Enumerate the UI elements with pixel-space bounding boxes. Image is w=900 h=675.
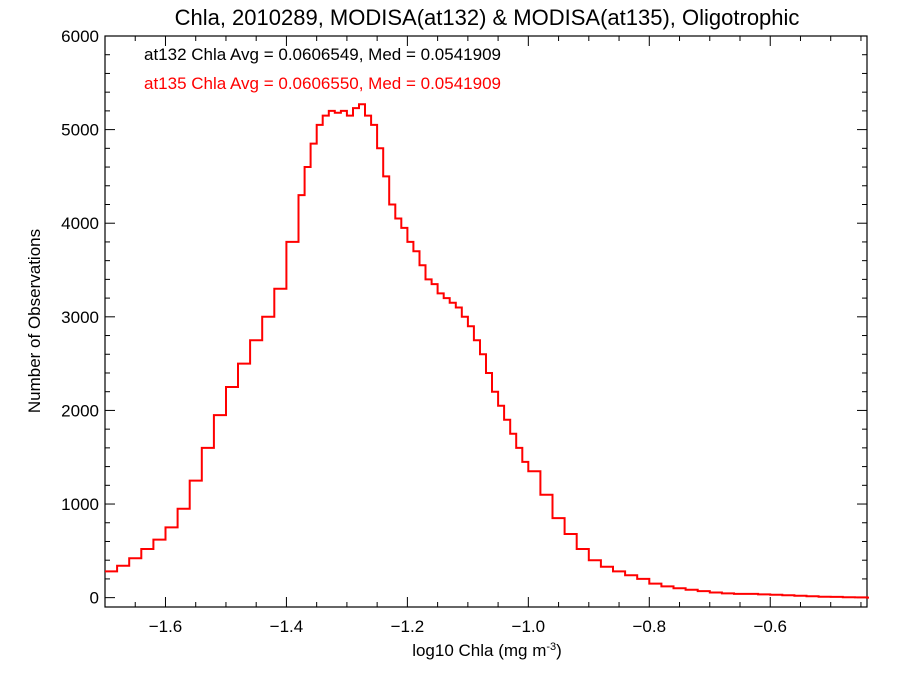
series-line-at135 (105, 103, 869, 599)
x-tick-label: −1.4 (270, 617, 304, 636)
annotations: at132 Chla Avg = 0.0606549, Med = 0.0541… (144, 45, 501, 93)
y-tick-label: 1000 (61, 495, 99, 514)
x-tick-label: −0.8 (633, 617, 667, 636)
x-tick-label: −0.6 (753, 617, 787, 636)
x-axis-label-end: ) (556, 641, 562, 660)
series-group (105, 103, 869, 599)
annotation-line-1: at132 Chla Avg = 0.0606549, Med = 0.0541… (144, 45, 501, 64)
x-axis-label-main: log10 Chla (mg m (412, 641, 546, 660)
x-axis-label: log10 Chla (mg m-3) (412, 641, 562, 660)
plot-frame (104, 35, 868, 608)
y-tick-label: 3000 (61, 308, 99, 327)
axis-ticks (104, 35, 867, 607)
x-tick-label: −1.6 (149, 617, 183, 636)
y-tick-label: 6000 (61, 27, 99, 46)
y-tick-label: 2000 (61, 401, 99, 420)
y-tick-label: 4000 (61, 214, 99, 233)
y-tick-labels: 0 1000 2000 3000 4000 5000 6000 (61, 27, 99, 608)
y-tick-label: 5000 (61, 121, 99, 140)
annotation-line-2: at135 Chla Avg = 0.0606550, Med = 0.0541… (144, 74, 501, 93)
x-axis-label-superscript: -3 (546, 641, 556, 653)
y-tick-label: 0 (90, 589, 99, 608)
chart-title: Chla, 2010289, MODISA(at132) & MODISA(at… (175, 5, 800, 30)
x-tick-label: −1.0 (512, 617, 546, 636)
y-axis-label: Number of Observations (25, 229, 44, 413)
x-tick-labels: −1.6 −1.4 −1.2 −1.0 −0.8 −0.6 (149, 617, 787, 636)
x-tick-label: −1.2 (391, 617, 425, 636)
